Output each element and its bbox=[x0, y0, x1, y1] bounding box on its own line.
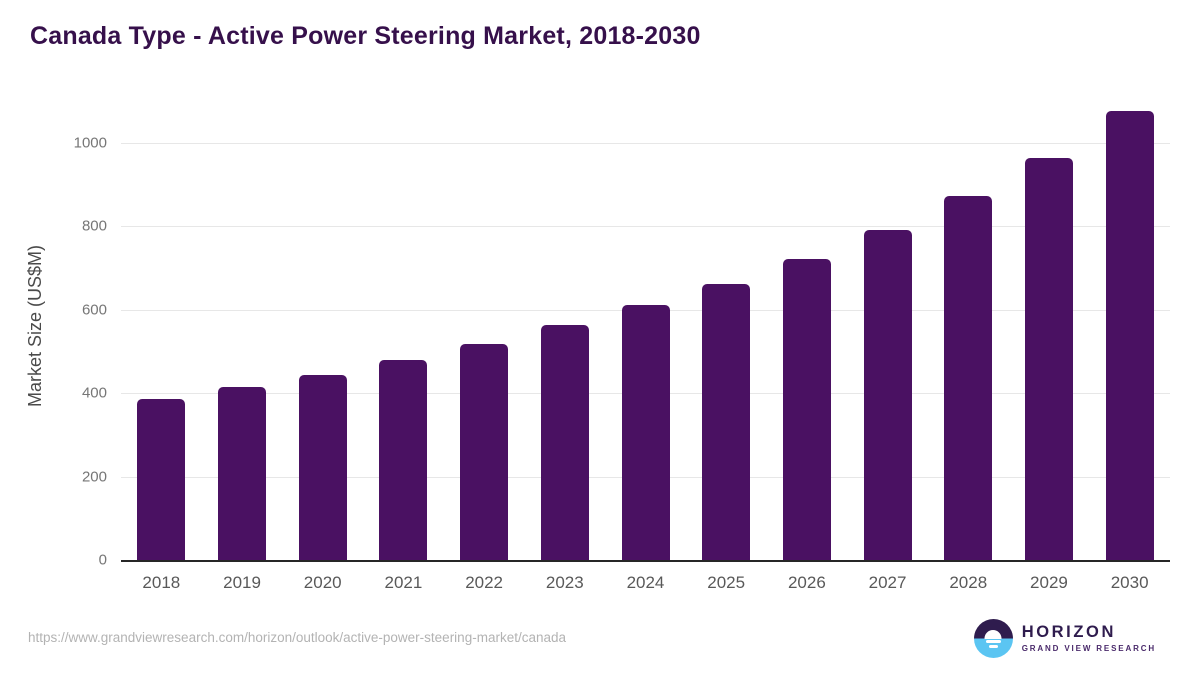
x-tick-label-2021: 2021 bbox=[384, 573, 423, 592]
y-tick-label-0: 0 bbox=[98, 551, 107, 569]
x-tick-label-2022: 2022 bbox=[465, 573, 504, 592]
bar-2019[interactable] bbox=[218, 386, 267, 560]
x-tick-label-2028: 2028 bbox=[949, 573, 988, 592]
logo-text: HORIZON GRAND VIEW RESEARCH bbox=[1022, 624, 1156, 653]
y-tick-label-1000: 1000 bbox=[73, 134, 107, 152]
bar-2028[interactable] bbox=[944, 196, 993, 560]
x-tick-label-2030: 2030 bbox=[1110, 573, 1149, 592]
bar-2024[interactable] bbox=[621, 305, 670, 560]
x-tick-label-2027: 2027 bbox=[868, 573, 907, 592]
y-axis-label-text: Market Size (US$M) bbox=[24, 245, 45, 408]
x-tick-label-2025: 2025 bbox=[707, 573, 746, 592]
bar-2021[interactable] bbox=[379, 360, 428, 560]
y-tick-label-600: 600 bbox=[81, 301, 107, 319]
source-url: https://www.grandviewresearch.com/horizo… bbox=[28, 630, 566, 645]
chart-title: Canada Type - Active Power Steering Mark… bbox=[30, 22, 701, 50]
y-tick-label-800: 800 bbox=[81, 217, 107, 235]
horizon-logo-icon bbox=[973, 619, 1013, 658]
bar-2025[interactable] bbox=[702, 283, 751, 560]
logo-subtitle: GRAND VIEW RESEARCH bbox=[1021, 643, 1156, 653]
x-tick-label-2024: 2024 bbox=[626, 573, 665, 592]
sun-reflection-line bbox=[985, 640, 1001, 643]
horizon-logo: HORIZON GRAND VIEW RESEARCH bbox=[973, 619, 1156, 658]
bar-2027[interactable] bbox=[863, 230, 912, 560]
gridline-800 bbox=[121, 226, 1170, 228]
bar-2026[interactable] bbox=[782, 258, 831, 560]
bar-2030[interactable] bbox=[1105, 111, 1154, 560]
x-tick-label-2019: 2019 bbox=[223, 573, 261, 592]
x-tick-label-2020: 2020 bbox=[303, 573, 342, 592]
x-tick-label-2023: 2023 bbox=[545, 573, 584, 592]
logo-brand: HORIZON bbox=[1021, 623, 1116, 642]
bar-2023[interactable] bbox=[540, 324, 589, 560]
sun-reflection-line bbox=[988, 645, 998, 648]
gridline-1000 bbox=[121, 143, 1170, 145]
bar-2018[interactable] bbox=[137, 399, 186, 560]
sun-icon bbox=[984, 629, 1002, 639]
x-tick-label-2029: 2029 bbox=[1030, 573, 1068, 592]
bar-2020[interactable] bbox=[298, 374, 347, 560]
bar-2029[interactable] bbox=[1024, 157, 1073, 560]
x-tick-label-2026: 2026 bbox=[787, 573, 826, 592]
x-tick-label-2018: 2018 bbox=[142, 573, 181, 592]
plot-area: 0 200 400 600 800 1000 2018 2019 2020 2021 2022 202… bbox=[74, 93, 1170, 592]
bar-2022[interactable] bbox=[460, 344, 509, 560]
y-tick-label-400: 400 bbox=[81, 384, 107, 402]
y-axis-label: Market Size (US$M) bbox=[14, 93, 56, 560]
y-tick-label-200: 200 bbox=[81, 468, 107, 486]
